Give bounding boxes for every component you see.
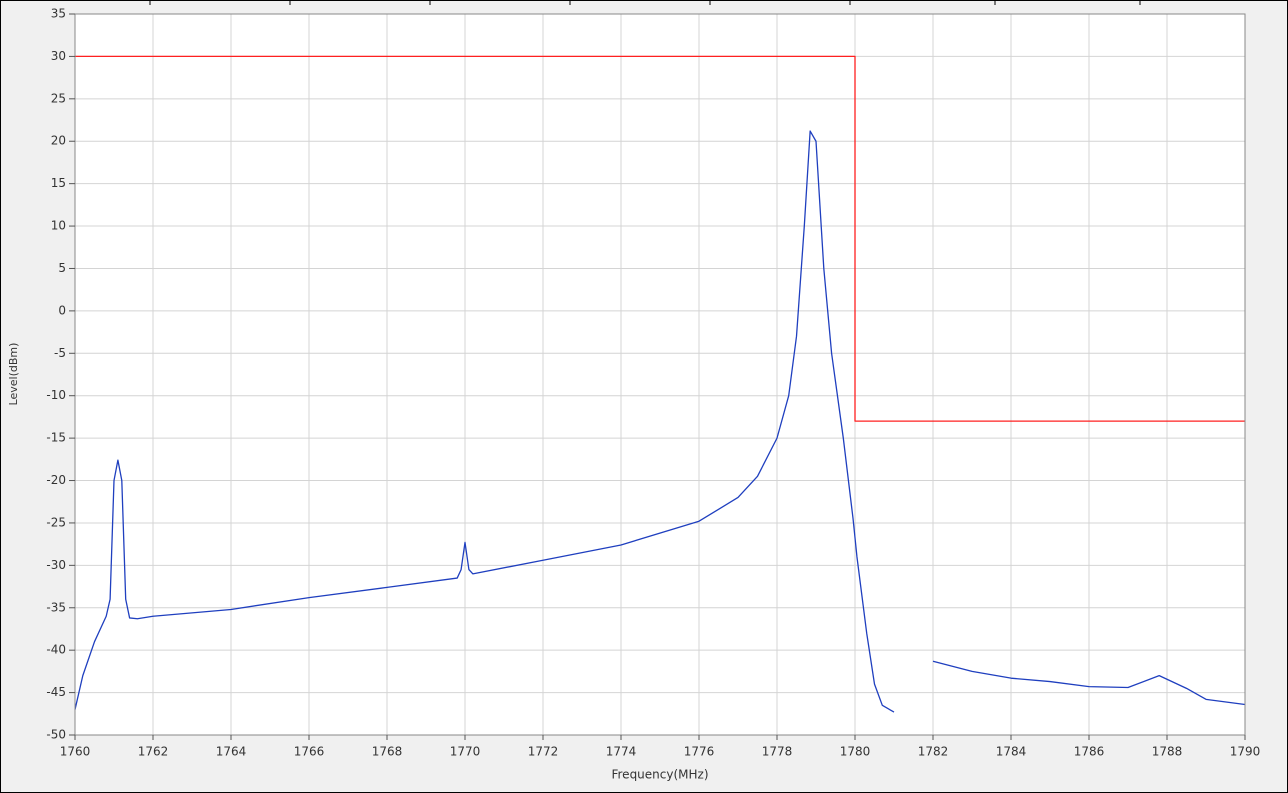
y-tick-label: 0 [58,303,66,317]
x-tick-label: 1786 [1074,745,1105,759]
table-edge [149,0,1141,5]
x-tick-label: 1776 [684,745,715,759]
y-tick-label: 15 [51,176,66,190]
x-tick-label: 1788 [1152,745,1183,759]
y-tick-label: -20 [46,473,66,487]
x-tick-label: 1782 [918,745,949,759]
x-tick-label: 1768 [372,745,403,759]
y-tick-label: -30 [46,558,66,572]
y-tick-label: -40 [46,643,66,657]
y-axis-label: Level(dBm) [7,343,20,406]
x-tick-label: 1764 [216,745,247,759]
x-axis-label: Frequency(MHz) [611,768,708,782]
x-tick-label: 1770 [450,745,481,759]
plot-area [75,14,1245,735]
y-tick-label: 25 [51,91,66,105]
y-tick-label: -35 [46,600,66,614]
y-tick-label: -45 [46,685,66,699]
plot-border [74,13,1246,736]
y-tick-label: -15 [46,431,66,445]
series-line [75,55,1245,422]
y-tick-label: -50 [46,728,66,742]
y-tick-label: 20 [51,134,66,148]
x-tick-label: 1784 [996,745,1027,759]
series-line [74,130,1246,713]
y-tick-label: 10 [51,219,66,233]
x-tick-label: 1772 [528,745,559,759]
x-tick-label: 1774 [606,745,637,759]
y-tick-label: -10 [46,388,66,402]
x-tick-label: 1780 [840,745,871,759]
x-tick-label: 1766 [294,745,325,759]
y-tick-label: -25 [46,515,66,529]
x-tick-label: 1762 [138,745,169,759]
y-tick-label: 30 [51,49,66,63]
x-tick-label: 1760 [60,745,91,759]
x-tick-label: 1790 [1230,745,1261,759]
y-tick-label: 35 [51,7,66,21]
y-tick-label: -5 [54,346,66,360]
y-tick-label: 5 [58,261,66,275]
x-tick-label: 1778 [762,745,793,759]
